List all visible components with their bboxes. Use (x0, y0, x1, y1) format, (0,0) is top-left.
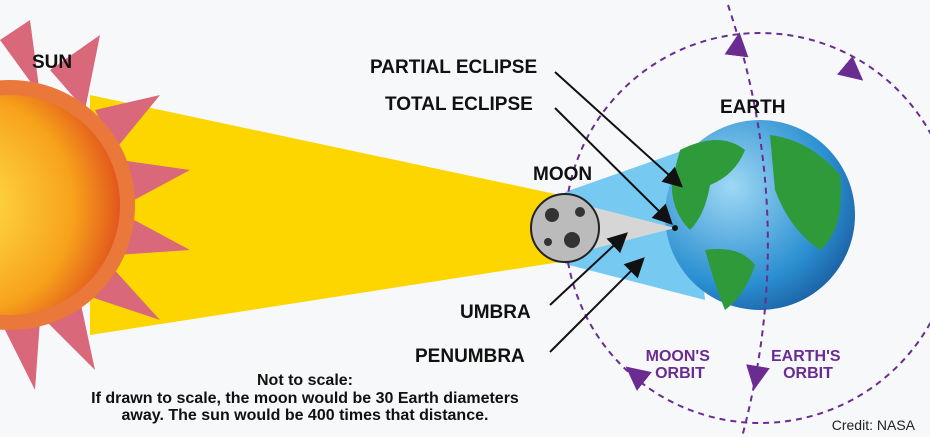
orbit-arrow (737, 44, 738, 52)
partial-eclipse-label: PARTIAL ECLIPSE (370, 57, 537, 78)
credit: Credit: NASA (832, 417, 916, 433)
moon-label: MOON (533, 164, 592, 185)
umbra-label: UMBRA (460, 302, 531, 323)
total-point (672, 225, 678, 231)
label-line: ORBIT (655, 365, 705, 382)
penumbra-label: PENUMBRA (415, 346, 525, 367)
sun-label: SUN (32, 52, 72, 73)
total-eclipse-label: TOTAL ECLIPSE (385, 94, 533, 115)
label-line: MOON'S (646, 348, 711, 365)
moon (531, 194, 599, 262)
label-line: EARTH'S (771, 348, 841, 365)
note-title: Not to scale: (257, 372, 353, 389)
label-line: ORBIT (783, 365, 833, 382)
note-line: If drawn to scale, the moon would be 30 … (91, 390, 519, 407)
moons-orbit-label: MOON'S ORBIT (646, 348, 715, 382)
earth-label: EARTH (720, 97, 785, 118)
orbit-arrow (756, 372, 757, 378)
eclipse-diagram: SUN PARTIAL ECLIPSE TOTAL ECLIPSE MOON E… (0, 0, 930, 437)
note-line: away. The sun would be 400 times that di… (122, 407, 489, 424)
